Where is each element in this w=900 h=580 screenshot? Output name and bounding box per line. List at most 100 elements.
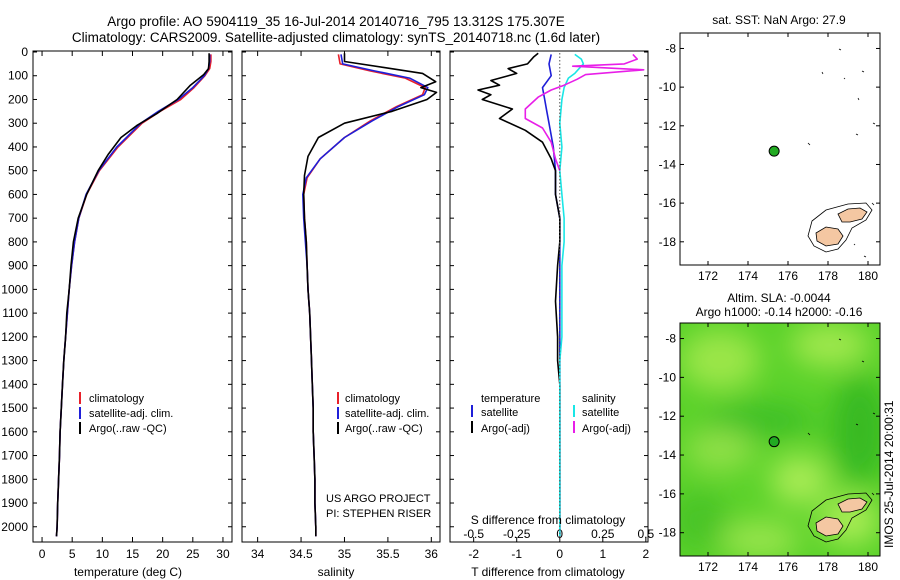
x-tick-label-T: -2 [468, 547, 479, 561]
x-tick-label-S: -0.25 [503, 527, 531, 541]
map-lat-label: -18 [659, 526, 677, 540]
series-line-argo-raw-qc- [302, 53, 438, 537]
map-lat-label: -18 [659, 235, 677, 249]
x-tick-label: 35.5 [376, 547, 400, 561]
map-lon-label: 172 [698, 269, 718, 283]
map-lat-label: -14 [659, 157, 677, 171]
difference-panel-frame [449, 50, 649, 543]
figure-title-line2: Climatology: CARS2009. Satellite-adjuste… [72, 30, 600, 45]
legend-s-argo: Argo(-adj) [582, 423, 631, 435]
depth-tick-label: 700 [8, 211, 28, 225]
sst-map-axes: 172 174 176 178 180 -8 -10 -12 -14 -16 -18 [659, 33, 880, 283]
argo-float-marker [768, 436, 780, 448]
credit-line2: PI: STEPHEN RISER [326, 508, 431, 520]
legend-label-satellite: satellite-adj. clim. [89, 408, 173, 420]
map-lon-label: 174 [738, 269, 758, 283]
x-tick-label: 36 [425, 547, 439, 561]
depth-tick-label: 2000 [1, 520, 28, 534]
x-tick-label: 34 [251, 547, 265, 561]
sst-map-islands [807, 48, 876, 258]
depth-tick-label: 1000 [1, 282, 28, 296]
map-lat-label: -8 [665, 332, 676, 346]
x-tick-label: 20 [156, 547, 170, 561]
depth-tick-label: 1100 [2, 306, 28, 320]
sla-map-frame [679, 322, 881, 557]
depth-tick-label: 1400 [1, 377, 28, 391]
depth-axis: 0 100 200 300 400 500 600 700 800 900 1000 1100 1200… [1, 45, 648, 534]
x-tick-label-T: -1 [511, 547, 522, 561]
legend-label-climatology: climatology [89, 393, 145, 405]
depth-tick-label: 1500 [1, 401, 28, 415]
map-lat-label: -8 [665, 41, 676, 55]
temperature-panel-frame [32, 50, 233, 543]
map-lon-label: 176 [778, 560, 798, 574]
x-tick-label-S: 0.5 [638, 527, 655, 541]
map-lat-label: -12 [659, 119, 677, 133]
x-tick-label: 10 [96, 547, 110, 561]
island-vanua-levu [837, 207, 868, 223]
sla-map-title2: Argo h1000: -0.14 h2000: -0.16 [696, 305, 863, 319]
salinity-legend: climatology satellite-adj. clim. Argo(..… [326, 392, 431, 520]
salinity-xlabel: salinity [318, 565, 355, 579]
depth-tick-label: 800 [8, 235, 28, 249]
depth-tick-label: 0 [21, 45, 28, 59]
series-line-temperature-satellite [541, 54, 561, 537]
sst-map: 172 174 176 178 180 -8 -10 -12 -14 -16 -18 [659, 32, 881, 283]
depth-tick-label: 600 [8, 187, 28, 201]
small-islets [807, 338, 876, 496]
legend-s-satellite: satellite [582, 407, 619, 419]
legend-temperature-heading: temperature [481, 393, 540, 405]
series-line-climatology [302, 54, 426, 537]
map-lat-label: -10 [659, 80, 677, 94]
small-islets [807, 48, 876, 258]
map-lon-label: 176 [778, 269, 798, 283]
x-tick-label-T: 2 [643, 547, 650, 561]
legend-label-climatology: climatology [345, 393, 401, 405]
depth-tick-label: 200 [8, 92, 28, 106]
map-lon-label: 172 [698, 560, 718, 574]
map-lat-label: -16 [659, 196, 677, 210]
credit-line1: US ARGO PROJECT [326, 493, 431, 505]
x-tick-label-S: -0.5 [463, 527, 484, 541]
series-line-argo-raw-qc- [55, 53, 210, 537]
temperature-xlabel: temperature (deg C) [74, 565, 182, 579]
x-tick-label: 35 [338, 547, 352, 561]
depth-tick-label: 400 [8, 140, 28, 154]
depth-tick-label: 100 [8, 69, 28, 83]
depth-tick-label: 1200 [1, 330, 28, 344]
depth-tick-label: 1800 [1, 472, 28, 486]
series-line-temperature-argo-adj- [477, 52, 561, 537]
island-vanua-levu [837, 497, 868, 513]
depth-tick-label: 300 [8, 116, 28, 130]
map-lon-label: 178 [818, 560, 838, 574]
legend-label-satellite: satellite-adj. clim. [345, 408, 429, 420]
depth-tick-label: 1900 [1, 496, 28, 510]
legend-salinity-heading: salinity [582, 393, 616, 405]
map-lon-label: 180 [858, 560, 878, 574]
x-tick-label-T: 1 [599, 547, 606, 561]
difference-xlabel-S: S difference from climatology [471, 513, 626, 527]
salinity-series [302, 53, 438, 537]
argo-float-marker [768, 145, 780, 157]
salinity-panel-frame [241, 50, 441, 543]
depth-tick-label: 1300 [1, 354, 28, 368]
series-line-satellite-adj-clim- [302, 54, 429, 537]
legend-label-argo: Argo(..raw -QC) [89, 423, 167, 435]
temperature-series [55, 53, 212, 537]
difference-xlabel-T: T difference from climatology [471, 565, 625, 579]
series-line-climatology [55, 54, 212, 537]
sst-map-title: sat. SST: NaN Argo: 27.9 [712, 13, 846, 27]
temperature-legend: climatology satellite-adj. clim. Argo(..… [79, 392, 173, 435]
x-tick-label: 34.5 [289, 547, 313, 561]
sla-map-axes: 172 174 176 178 180 -8 -10 -12 -14 -16 -18 [659, 323, 880, 574]
depth-tick-label: 500 [8, 164, 28, 178]
x-tick-label: 5 [69, 547, 76, 561]
map-lon-label: 174 [738, 560, 758, 574]
difference-series [477, 52, 645, 537]
island-viti-levu [815, 226, 844, 247]
depth-tick-label: 1600 [1, 425, 28, 439]
temperature-x-axis: 0 5 10 15 20 25 30 [39, 51, 230, 561]
sst-map-frame [679, 32, 881, 266]
depth-tick-label: 1700 [1, 449, 28, 463]
